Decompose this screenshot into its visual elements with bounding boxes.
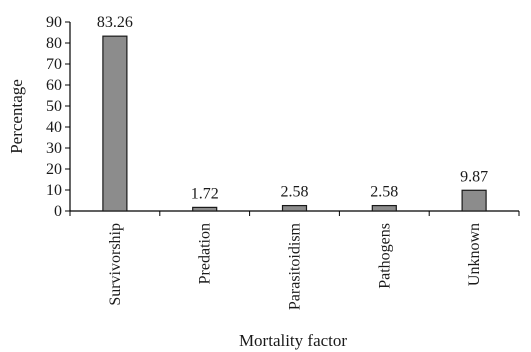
- bar-survivorship: [102, 35, 128, 212]
- y-axis-title: Percentage: [7, 79, 26, 154]
- category-label-parasitoidism: Parasitoidism: [287, 222, 304, 310]
- x-axis-title: Mortality factor: [239, 331, 347, 350]
- y-tick-label: 20: [46, 161, 62, 178]
- y-tick-label: 10: [46, 182, 62, 199]
- bar-pathogens: [371, 204, 397, 212]
- data-label-parasitoidism: 2.58: [281, 184, 309, 201]
- y-tick-label: 40: [46, 119, 62, 136]
- category-label-pathogens: Pathogens: [376, 223, 393, 289]
- bar-parasitoidism: [281, 204, 308, 212]
- y-tick-label: 0: [54, 203, 62, 220]
- category-labels: Survivorship Predation Parasitoidism Pathog…: [107, 222, 483, 310]
- x-axis: [69, 210, 520, 216]
- data-label-unknown: 9.87: [460, 168, 488, 185]
- y-tick-label: 70: [46, 56, 62, 73]
- category-label-unknown: Unknown: [466, 223, 483, 286]
- y-tick-label: 90: [46, 14, 62, 31]
- data-label-survivorship: 83.26: [97, 14, 133, 31]
- category-label-predation: Predation: [197, 223, 214, 284]
- bar-unknown: [461, 189, 487, 212]
- data-labels: 83.26 1.72 2.58 2.58 9.87: [97, 14, 488, 202]
- data-label-predation: 1.72: [191, 185, 219, 202]
- category-label-survivorship: Survivorship: [107, 223, 124, 306]
- y-axis: 0 10 20 30 40 50 60 70 80 90: [46, 14, 71, 220]
- y-tick-label: 60: [46, 77, 62, 94]
- bars: [102, 35, 487, 212]
- data-label-pathogens: 2.58: [370, 184, 398, 201]
- bar-predation: [192, 206, 218, 212]
- y-tick-label: 80: [46, 35, 62, 52]
- y-tick-label: 50: [46, 98, 62, 115]
- y-tick-label: 30: [46, 140, 62, 157]
